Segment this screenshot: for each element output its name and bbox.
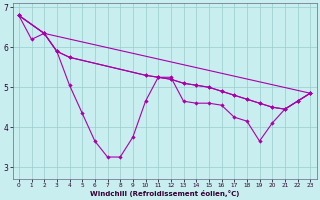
X-axis label: Windchill (Refroidissement éolien,°C): Windchill (Refroidissement éolien,°C) [90,190,239,197]
